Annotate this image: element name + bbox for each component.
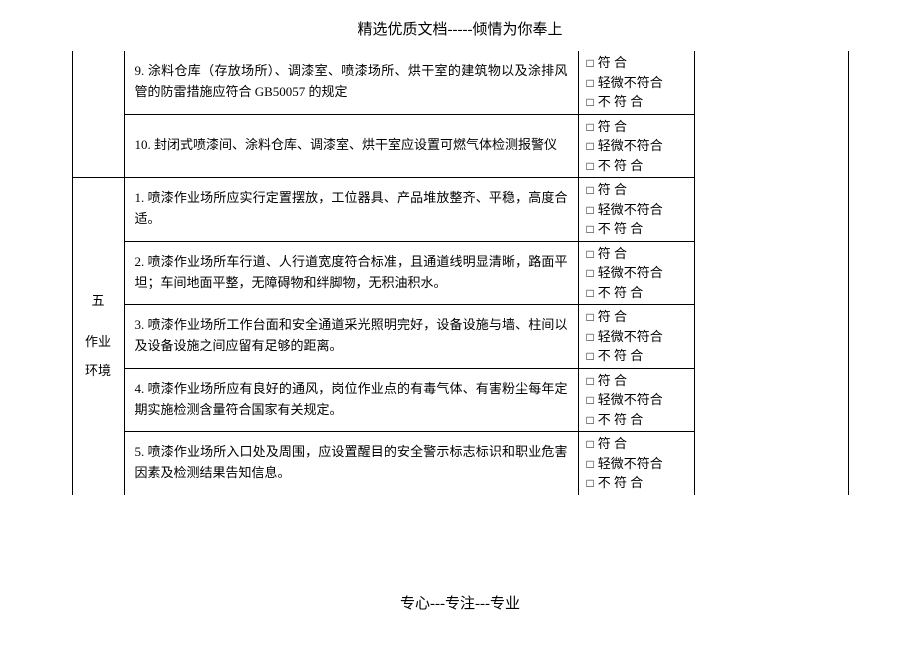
- checkbox-icon: □: [587, 266, 594, 280]
- check-option: □ 轻微不符合: [587, 327, 686, 347]
- check-options-cell: □ 符 合 □ 轻微不符合 □ 不 符 合: [578, 178, 694, 242]
- checkbox-icon: □: [587, 183, 594, 197]
- check-option-label: 轻微不符合: [598, 329, 663, 344]
- check-option: □ 轻微不符合: [587, 200, 686, 220]
- check-option: □ 不 符 合: [587, 92, 686, 112]
- checkbox-icon: □: [587, 330, 594, 344]
- check-option-label: 符 合: [598, 309, 627, 324]
- check-option: □ 轻微不符合: [587, 454, 686, 474]
- description-cell: 9. 涂料仓库（存放场所）、调漆室、喷漆场所、烘干室的建筑物以及涂排风管的防雷措…: [124, 51, 578, 114]
- checkbox-icon: □: [587, 120, 594, 134]
- checkbox-icon: □: [587, 476, 594, 490]
- check-option-label: 符 合: [598, 119, 627, 134]
- check-option: □ 符 合: [587, 244, 686, 264]
- check-option: □ 不 符 合: [587, 346, 686, 366]
- check-option: □ 轻微不符合: [587, 73, 686, 93]
- check-option: □ 轻微不符合: [587, 136, 686, 156]
- check-option-label: 轻微不符合: [598, 138, 663, 153]
- category-title-line1: 作业: [75, 328, 122, 357]
- check-option: □ 不 符 合: [587, 219, 686, 239]
- check-option: □ 不 符 合: [587, 156, 686, 176]
- check-option: □ 轻微不符合: [587, 263, 686, 283]
- checkbox-icon: □: [587, 203, 594, 217]
- check-option-label: 不 符 合: [598, 94, 644, 109]
- checkbox-icon: □: [587, 139, 594, 153]
- description-cell: 1. 喷漆作业场所应实行定置摆放，工位器具、产品堆放整齐、平稳，高度合适。: [124, 178, 578, 242]
- category-cell-empty: [72, 51, 124, 178]
- check-option-label: 符 合: [598, 373, 627, 388]
- checkbox-icon: □: [587, 393, 594, 407]
- check-option-label: 不 符 合: [598, 348, 644, 363]
- check-options-cell: □ 符 合 □ 轻微不符合 □ 不 符 合: [578, 51, 694, 114]
- check-options-cell: □ 符 合 □ 轻微不符合 □ 不 符 合: [578, 114, 694, 178]
- inspection-table: 9. 涂料仓库（存放场所）、调漆室、喷漆场所、烘干室的建筑物以及涂排风管的防雷措…: [72, 51, 849, 495]
- check-option-label: 符 合: [598, 436, 627, 451]
- check-option-label: 符 合: [598, 246, 627, 261]
- page-footer: 专心---专注---专业: [0, 592, 920, 613]
- page-header: 精选优质文档-----倾情为你奉上: [0, 0, 920, 51]
- checkbox-icon: □: [587, 159, 594, 173]
- category-title-line2: 环境: [75, 357, 122, 386]
- check-option-label: 轻微不符合: [598, 75, 663, 90]
- check-option: □ 符 合: [587, 117, 686, 137]
- check-option-label: 轻微不符合: [598, 456, 663, 471]
- check-options-cell: □ 符 合 □ 轻微不符合 □ 不 符 合: [578, 368, 694, 432]
- check-option-label: 不 符 合: [598, 158, 644, 173]
- check-option: □ 符 合: [587, 180, 686, 200]
- checkbox-icon: □: [587, 76, 594, 90]
- checkbox-icon: □: [587, 95, 594, 109]
- checkbox-icon: □: [587, 56, 594, 70]
- check-option-label: 符 合: [598, 182, 627, 197]
- description-cell: 10. 封闭式喷漆间、涂料仓库、调漆室、烘干室应设置可燃气体检测报警仪: [124, 114, 578, 178]
- check-option: □ 不 符 合: [587, 283, 686, 303]
- check-option-label: 不 符 合: [598, 412, 644, 427]
- checkbox-icon: □: [587, 413, 594, 427]
- checkbox-icon: □: [587, 247, 594, 261]
- check-option: □ 不 符 合: [587, 410, 686, 430]
- check-option-label: 轻微不符合: [598, 392, 663, 407]
- check-option: □ 轻微不符合: [587, 390, 686, 410]
- category-cell: 五作业环境: [72, 178, 124, 495]
- checkbox-icon: □: [587, 310, 594, 324]
- check-option-label: 符 合: [598, 55, 627, 70]
- check-options-cell: □ 符 合 □ 轻微不符合 □ 不 符 合: [578, 432, 694, 495]
- check-option-label: 轻微不符合: [598, 202, 663, 217]
- description-cell: 3. 喷漆作业场所工作台面和安全通道采光照明完好，设备设施与墙、柱间以及设备设施…: [124, 305, 578, 369]
- description-cell: 4. 喷漆作业场所应有良好的通风，岗位作业点的有毒气体、有害粉尘每年定期实施检测…: [124, 368, 578, 432]
- check-option: □ 符 合: [587, 434, 686, 454]
- checkbox-icon: □: [587, 286, 594, 300]
- check-option: □ 符 合: [587, 307, 686, 327]
- check-option-label: 轻微不符合: [598, 265, 663, 280]
- checkbox-icon: □: [587, 222, 594, 236]
- check-option-label: 不 符 合: [598, 221, 644, 236]
- category-number: 五: [75, 287, 122, 316]
- check-option-label: 不 符 合: [598, 285, 644, 300]
- check-option: □ 不 符 合: [587, 473, 686, 493]
- check-option-label: 不 符 合: [598, 475, 644, 490]
- check-options-cell: □ 符 合 □ 轻微不符合 □ 不 符 合: [578, 241, 694, 305]
- description-cell: 2. 喷漆作业场所车行道、人行道宽度符合标准，且通道线明显清晰，路面平坦；车间地…: [124, 241, 578, 305]
- check-option: □ 符 合: [587, 53, 686, 73]
- checkbox-icon: □: [587, 437, 594, 451]
- check-options-cell: □ 符 合 □ 轻微不符合 □ 不 符 合: [578, 305, 694, 369]
- checkbox-icon: □: [587, 374, 594, 388]
- description-cell: 5. 喷漆作业场所入口处及周围，应设置醒目的安全警示标志标识和职业危害因素及检测…: [124, 432, 578, 495]
- checkbox-icon: □: [587, 349, 594, 363]
- checkbox-icon: □: [587, 457, 594, 471]
- check-option: □ 符 合: [587, 371, 686, 391]
- remark-cell: [694, 51, 848, 495]
